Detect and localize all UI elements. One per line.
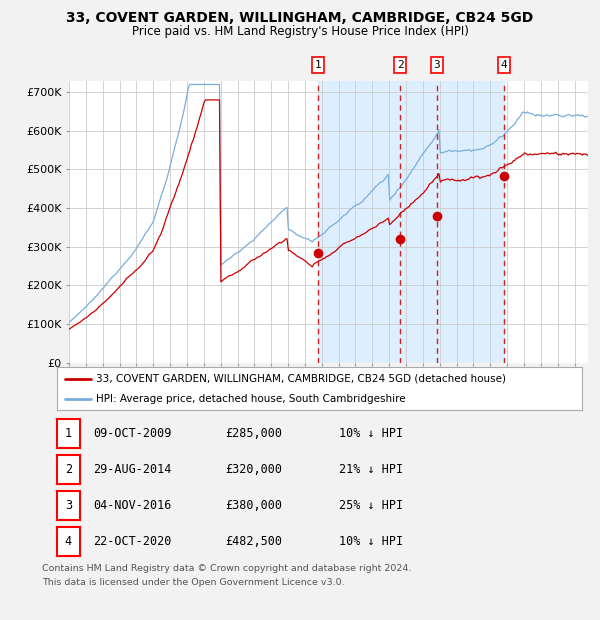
Text: 1: 1: [314, 60, 321, 70]
Text: 3: 3: [434, 60, 440, 70]
Text: 22-OCT-2020: 22-OCT-2020: [93, 535, 172, 547]
Text: £320,000: £320,000: [225, 463, 282, 476]
Text: Contains HM Land Registry data © Crown copyright and database right 2024.: Contains HM Land Registry data © Crown c…: [42, 564, 412, 574]
Text: This data is licensed under the Open Government Licence v3.0.: This data is licensed under the Open Gov…: [42, 578, 344, 587]
Text: 21% ↓ HPI: 21% ↓ HPI: [339, 463, 403, 476]
Text: 25% ↓ HPI: 25% ↓ HPI: [339, 499, 403, 511]
Text: 4: 4: [65, 535, 72, 547]
Text: 29-AUG-2014: 29-AUG-2014: [93, 463, 172, 476]
Text: 10% ↓ HPI: 10% ↓ HPI: [339, 427, 403, 440]
Text: 2: 2: [65, 463, 72, 476]
Text: HPI: Average price, detached house, South Cambridgeshire: HPI: Average price, detached house, Sout…: [97, 394, 406, 404]
Text: 09-OCT-2009: 09-OCT-2009: [93, 427, 172, 440]
Text: £482,500: £482,500: [225, 535, 282, 547]
Text: 33, COVENT GARDEN, WILLINGHAM, CAMBRIDGE, CB24 5GD (detached house): 33, COVENT GARDEN, WILLINGHAM, CAMBRIDGE…: [97, 374, 506, 384]
Text: 2: 2: [397, 60, 404, 70]
Text: 33, COVENT GARDEN, WILLINGHAM, CAMBRIDGE, CB24 5GD: 33, COVENT GARDEN, WILLINGHAM, CAMBRIDGE…: [67, 11, 533, 25]
Text: 3: 3: [65, 499, 72, 511]
Text: £285,000: £285,000: [225, 427, 282, 440]
Text: 1: 1: [65, 427, 72, 440]
Bar: [318, 81, 504, 363]
Text: Price paid vs. HM Land Registry's House Price Index (HPI): Price paid vs. HM Land Registry's House …: [131, 25, 469, 38]
Text: £380,000: £380,000: [225, 499, 282, 511]
Text: 04-NOV-2016: 04-NOV-2016: [93, 499, 172, 511]
Text: 10% ↓ HPI: 10% ↓ HPI: [339, 535, 403, 547]
Text: 4: 4: [500, 60, 507, 70]
